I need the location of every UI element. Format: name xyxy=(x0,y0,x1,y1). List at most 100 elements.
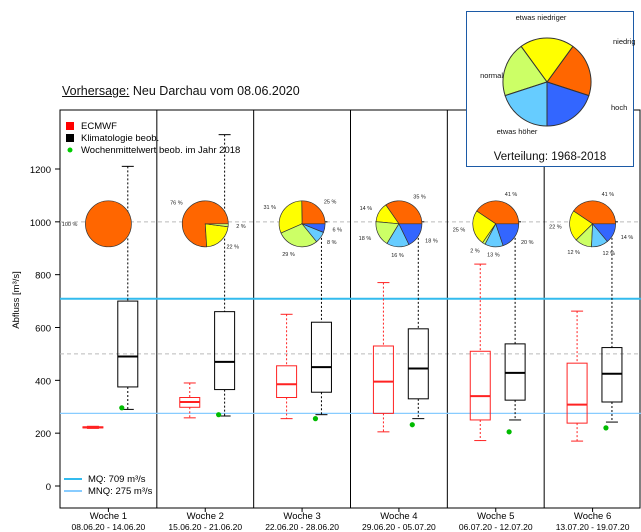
climatology-box xyxy=(504,221,526,421)
box-body xyxy=(566,362,588,424)
pie-label: 41 % xyxy=(602,192,615,198)
legend-label: ECMWF xyxy=(81,121,117,132)
obs-2018-point xyxy=(409,422,415,428)
pie-slice xyxy=(591,223,616,242)
y-tick-label: 0 xyxy=(46,482,51,493)
y-axis-label: Abfluss [m³/s] xyxy=(11,271,22,329)
week-label: Woche 3 xyxy=(283,511,320,522)
week-label: Woche 6 xyxy=(574,511,611,522)
week-label: Woche 1 xyxy=(90,511,127,522)
box-body xyxy=(407,328,429,400)
obs-2018-point xyxy=(216,412,222,418)
climatology-box xyxy=(117,165,139,410)
inset-pie-group: niedrig etwas niedriger normal etwas höher h… xyxy=(480,13,635,136)
pie-label: 12 % xyxy=(567,250,580,256)
week-dates: 08.06.20 - 14.06.20 xyxy=(72,522,146,532)
week-dates: 29.06.20 - 05.07.20 xyxy=(362,522,436,532)
y-tick-label: 200 xyxy=(35,429,51,440)
pie-slice xyxy=(205,223,229,228)
week-pie: 35 % 14 % 18 % 16 % 18 % xyxy=(359,194,438,258)
distribution-inset: niedrig etwas niedriger normal etwas höher h… xyxy=(466,11,635,167)
week-dates: 15.06.20 - 21.06.20 xyxy=(168,522,242,532)
inset-pie-slice xyxy=(546,45,592,97)
week-label: Woche 5 xyxy=(477,511,514,522)
inset-pie-label: normal xyxy=(480,71,503,80)
obs-2018-point xyxy=(119,405,125,411)
reference-legend-label: MNQ: 275 m³/s xyxy=(88,486,153,497)
pie-slice xyxy=(301,200,326,225)
pie-label: 25 % xyxy=(453,228,466,234)
inset-pie-label: etwas höher xyxy=(497,127,538,136)
pie-slice xyxy=(472,210,497,244)
inset-pie-slice xyxy=(504,81,548,127)
pie-label: 14 % xyxy=(621,235,634,241)
obs-2018-point xyxy=(506,429,512,435)
legend-label: Wochenmittelwert beob. im Jahr 2018 xyxy=(81,145,240,156)
y-tick-label: 600 xyxy=(35,324,51,335)
box-body xyxy=(372,345,394,414)
pie-slice xyxy=(476,200,520,225)
ecmwf-box xyxy=(469,263,491,442)
ecmwf-box xyxy=(179,382,201,419)
legend-dot xyxy=(67,147,73,153)
pie-label: 18 % xyxy=(425,238,438,244)
week-dates: 22.06.20 - 28.06.20 xyxy=(265,522,339,532)
y-tick-label: 800 xyxy=(35,271,51,282)
obs-2018-point xyxy=(603,425,609,431)
inset-pie-slice xyxy=(502,45,548,97)
pie-label: 13 % xyxy=(487,253,500,259)
climatology-box xyxy=(407,221,429,420)
box-body xyxy=(469,350,491,421)
pie-label: 29 % xyxy=(282,252,295,258)
pie-label: 41 % xyxy=(505,192,518,198)
ecmwf-box xyxy=(566,310,588,442)
inset-pie-slice xyxy=(546,81,590,127)
inset-pie-label: niedrig xyxy=(613,37,635,46)
legend-swatch xyxy=(66,134,74,142)
forecast-caption: Vorhersage: Neu Darchau vom 08.06.2020 xyxy=(62,84,300,98)
y-tick-label: 1000 xyxy=(30,218,51,229)
reference-legend-label: MQ: 709 m³/s xyxy=(88,474,146,485)
inset-caption: Verteilung: 1968-2018 xyxy=(493,151,607,163)
week-dates: 13.07.20 - 19.07.20 xyxy=(556,522,630,532)
ecmwf-box xyxy=(372,282,394,433)
box-body xyxy=(601,347,623,403)
pie-slice xyxy=(301,223,326,233)
pie-label: 31 % xyxy=(263,205,276,211)
inset-pie-label: etwas niedriger xyxy=(516,13,567,22)
obs-2018-point xyxy=(312,416,319,422)
pie-label: 2 % xyxy=(470,248,480,254)
week-pie: 76 % 22 % 2 % xyxy=(170,200,246,250)
pie-label: 76 % xyxy=(170,201,183,207)
week-pie: 100 % xyxy=(62,200,132,248)
ecmwf-box xyxy=(276,313,298,420)
caption-text: Neu Darchau vom 08.06.2020 xyxy=(132,84,300,98)
week-pie: 41 % 25 % 2 % 13 % 20 % xyxy=(453,192,534,259)
pie-label: 16 % xyxy=(391,253,404,259)
pie-slice xyxy=(572,200,616,225)
pie-slice xyxy=(85,200,132,248)
pie-slice xyxy=(398,223,423,246)
week-dates: 06.07.20 - 12.07.20 xyxy=(459,522,533,532)
pie-label: 8 % xyxy=(327,240,337,246)
pie-slice xyxy=(385,200,423,225)
pie-slice xyxy=(280,223,318,248)
pie-label: 22 % xyxy=(549,225,562,231)
box-body xyxy=(117,300,139,388)
week-pie: 41 % 22 % 12 % 12 % 14 % xyxy=(549,192,633,257)
week-label: Woche 2 xyxy=(187,511,224,522)
pie-label: 12 % xyxy=(603,251,616,257)
box-body xyxy=(214,311,236,391)
distribution-pie: niedrig etwas niedriger normal etwas höher h… xyxy=(480,13,635,136)
y-tick-label: 400 xyxy=(35,376,51,387)
pie-label: 22 % xyxy=(226,244,239,250)
pie-label: 20 % xyxy=(521,240,534,246)
pie-label: 35 % xyxy=(413,194,426,200)
pie-label: 6 % xyxy=(333,228,343,234)
pie-label: 25 % xyxy=(324,200,337,206)
box-body xyxy=(310,321,332,393)
pie-label: 2 % xyxy=(236,224,246,230)
legend-label: Klimatologie beob. xyxy=(81,133,159,144)
pie-label: 100 % xyxy=(62,222,78,228)
